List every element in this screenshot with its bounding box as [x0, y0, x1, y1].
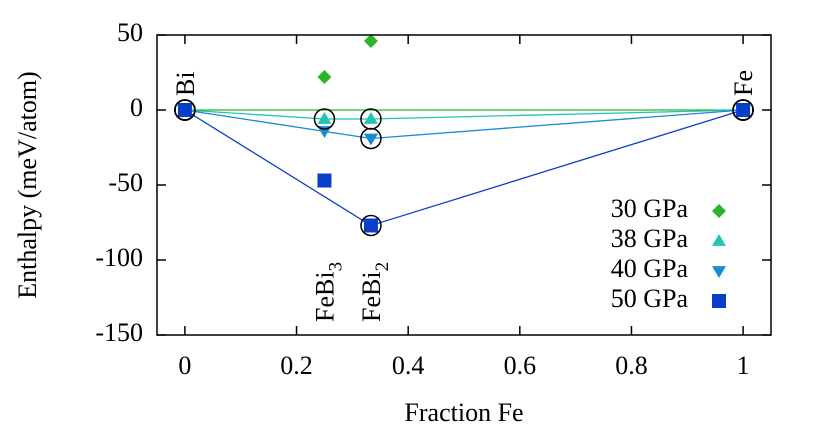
x-tick-label: 0: [178, 351, 191, 380]
legend-label: 40 GPa: [611, 254, 689, 283]
hull-circle: [732, 99, 754, 121]
annotation-text: Bi: [171, 71, 200, 96]
annotation: Bi: [171, 71, 200, 96]
annotation-text: FeBi: [310, 271, 339, 322]
legend-marker: [712, 204, 726, 218]
annotation: Fe: [729, 70, 758, 96]
y-tick-label: 0: [130, 93, 143, 122]
y-axis-label: Enthalpy (meV/atom): [13, 71, 42, 298]
legend-marker: [712, 294, 726, 308]
point: [317, 173, 332, 188]
x-tick-label: 1: [737, 351, 750, 380]
annotation-subscript: 2: [372, 262, 393, 272]
legend-label: 38 GPa: [611, 224, 689, 253]
point: [736, 103, 751, 117]
point: [363, 133, 378, 146]
x-tick-label: 0.6: [504, 351, 537, 380]
y-tick-label: -150: [95, 318, 143, 347]
x-axis-label: Fraction Fe: [404, 398, 523, 427]
point: [317, 70, 332, 84]
hull-circle: [360, 127, 382, 150]
x-tick-label: 0.8: [615, 351, 648, 380]
annotation: FeBi3: [310, 262, 346, 322]
point: [363, 34, 378, 48]
point: [363, 112, 378, 124]
point: [177, 103, 192, 117]
hull-line: [184, 109, 744, 120]
y-tick-label: -100: [95, 243, 143, 272]
point: [317, 112, 332, 124]
plot-frame: [156, 34, 772, 336]
y-tick-label: -50: [108, 168, 143, 197]
legend-marker: [712, 266, 726, 278]
hull-line: [184, 109, 744, 140]
legend-label: 50 GPa: [611, 284, 689, 313]
hull-circle: [360, 214, 382, 237]
hull-circle: [174, 99, 196, 121]
legend-label: 30 GPa: [611, 194, 689, 223]
annotation-text: FeBi: [357, 271, 386, 322]
point: [363, 218, 378, 233]
x-tick-label: 0.2: [280, 351, 313, 380]
hull-circle: [313, 108, 336, 130]
annotation-text: Fe: [729, 70, 758, 96]
annotation-subscript: 3: [325, 262, 346, 272]
x-tick-label: 0.4: [392, 351, 425, 380]
legend-marker: [712, 234, 726, 246]
annotation: FeBi2: [357, 262, 393, 322]
y-tick-label: 50: [117, 18, 143, 47]
